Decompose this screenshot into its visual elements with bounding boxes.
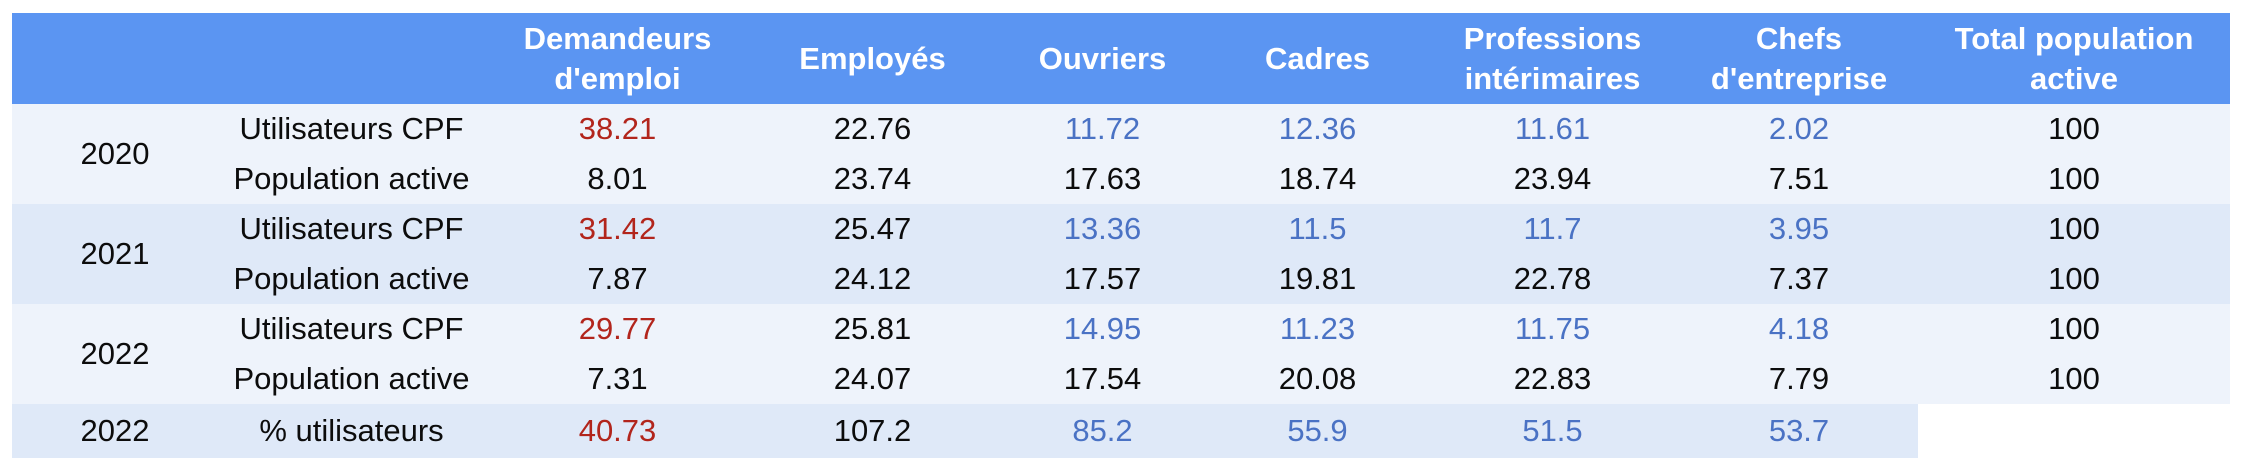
row-label: % utilisateurs <box>218 404 485 458</box>
value-cell: 2.02 <box>1680 104 1918 154</box>
year-cell: 2021 <box>12 204 218 304</box>
value-cell: 51.5 <box>1425 404 1680 458</box>
column-header-0: Demandeurs d'emploi <box>485 13 750 104</box>
value-cell: 100 <box>1918 254 2230 304</box>
header-row: Demandeurs d'emploi Employés Ouvriers Cadre… <box>12 13 2230 104</box>
value-cell: 22.76 <box>750 104 995 154</box>
value-cell: 11.75 <box>1425 304 1680 354</box>
column-header-6: Total population active <box>1918 13 2230 104</box>
value-cell: 107.2 <box>750 404 995 458</box>
value-cell: 23.94 <box>1425 154 1680 204</box>
value-cell: 3.95 <box>1680 204 1918 254</box>
year-cell: 2022 <box>12 304 218 404</box>
column-header-2: Ouvriers <box>995 13 1210 104</box>
value-cell: 31.42 <box>485 204 750 254</box>
empty-total-cell <box>1918 404 2230 458</box>
value-cell: 85.2 <box>995 404 1210 458</box>
percent-utilisateurs-row: 2022% utilisateurs 40.73 107.2 85.2 55.9 51.5… <box>12 404 2230 458</box>
value-cell: 7.79 <box>1680 354 1918 404</box>
value-cell: 100 <box>1918 204 2230 254</box>
row-label: Utilisateurs CPF <box>218 304 485 354</box>
value-cell: 19.81 <box>1210 254 1425 304</box>
value-cell: 29.77 <box>485 304 750 354</box>
row-label: Population active <box>218 254 485 304</box>
value-cell: 7.51 <box>1680 154 1918 204</box>
group-2020-utilisateurs-row: 2020 Utilisateurs CPF 38.21 22.76 11.72 12.36… <box>12 104 2230 204</box>
value-cell: 20.08 <box>1210 354 1425 404</box>
value-cell: 55.9 <box>1210 404 1425 458</box>
value-cell: 100 <box>1918 304 2230 354</box>
table-header: Demandeurs d'emploi Employés Ouvriers Cadre… <box>12 13 2230 104</box>
value-cell: 8.01 <box>485 154 750 204</box>
value-cell: 38.21 <box>485 104 750 154</box>
year-cell: 2020 <box>12 104 218 204</box>
value-cell: 4.18 <box>1680 304 1918 354</box>
value-cell: 11.5 <box>1210 204 1425 254</box>
value-cell: 11.23 <box>1210 304 1425 354</box>
value-cell: 100 <box>1918 154 2230 204</box>
group-2020-population-row: Population active 8.01 23.74 17.63 18.74 23.9… <box>12 154 2230 204</box>
year-cell: 2022 <box>12 404 218 458</box>
value-cell: 17.54 <box>995 354 1210 404</box>
value-cell: 18.74 <box>1210 154 1425 204</box>
value-cell: 17.63 <box>995 154 1210 204</box>
group-2021-population-row: Population active 7.87 24.12 17.57 19.81 22.7… <box>12 254 2230 304</box>
value-cell: 14.95 <box>995 304 1210 354</box>
header-spacer-label <box>218 13 485 104</box>
column-header-3: Cadres <box>1210 13 1425 104</box>
value-cell: 25.81 <box>750 304 995 354</box>
group-2022-utilisateurs-row: 2022 Utilisateurs CPF 29.77 25.81 14.95 11.23… <box>12 304 2230 404</box>
value-cell: 100 <box>1918 354 2230 404</box>
value-cell: 12.36 <box>1210 104 1425 154</box>
value-cell: 100 <box>1918 104 2230 154</box>
value-cell: 7.31 <box>485 354 750 404</box>
header-spacer-year <box>12 13 218 104</box>
row-label: Population active <box>218 354 485 404</box>
column-header-1: Employés <box>750 13 995 104</box>
value-cell: 24.12 <box>750 254 995 304</box>
row-label: Utilisateurs CPF <box>218 204 485 254</box>
value-cell: 22.78 <box>1425 254 1680 304</box>
value-cell: 11.61 <box>1425 104 1680 154</box>
value-cell: 22.83 <box>1425 354 1680 404</box>
value-cell: 7.37 <box>1680 254 1918 304</box>
row-label: Utilisateurs CPF <box>218 104 485 154</box>
value-cell: 17.57 <box>995 254 1210 304</box>
value-cell: 25.47 <box>750 204 995 254</box>
column-header-5: Chefs d'entreprise <box>1680 13 1918 104</box>
group-2022-population-row: Population active 7.31 24.07 17.54 20.08 22.8… <box>12 354 2230 404</box>
value-cell: 11.72 <box>995 104 1210 154</box>
value-cell: 23.74 <box>750 154 995 204</box>
group-2021-utilisateurs-row: 2021 Utilisateurs CPF 31.42 25.47 13.36 11.5 1… <box>12 204 2230 304</box>
value-cell: 24.07 <box>750 354 995 404</box>
value-cell: 53.7 <box>1680 404 1918 458</box>
value-cell: 40.73 <box>485 404 750 458</box>
value-cell: 13.36 <box>995 204 1210 254</box>
table-body: 2020 Utilisateurs CPF 38.21 22.76 11.72 12.36… <box>12 104 2230 458</box>
column-header-4: Professions intérimaires <box>1425 13 1680 104</box>
value-cell: 7.87 <box>485 254 750 304</box>
cpf-distribution-table: Demandeurs d'emploi Employés Ouvriers Cadre… <box>12 13 2230 458</box>
value-cell: 11.7 <box>1425 204 1680 254</box>
row-label: Population active <box>218 154 485 204</box>
